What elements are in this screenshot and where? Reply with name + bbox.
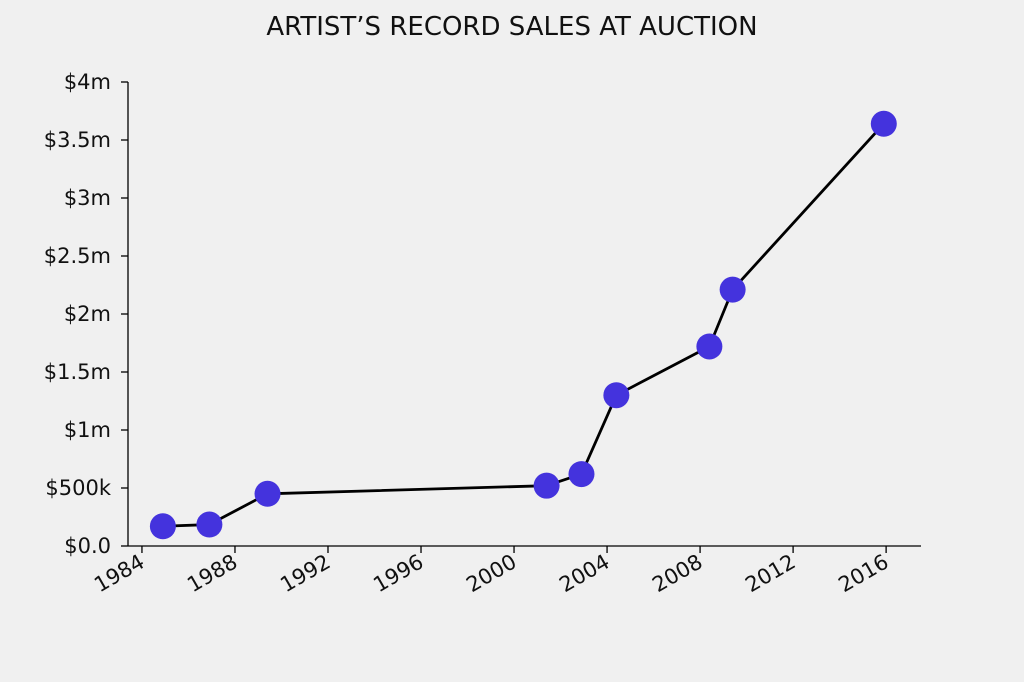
- data-point: [870, 110, 897, 137]
- y-tick-label: $2.5m: [44, 244, 111, 268]
- y-tick-label: $3.5m: [44, 128, 111, 152]
- x-tick-label: 1992: [276, 550, 334, 598]
- y-tick-label: $2m: [64, 302, 111, 326]
- axes: [127, 82, 921, 547]
- y-tick-label: $1.5m: [44, 360, 111, 384]
- x-tick-label: 2008: [648, 550, 706, 598]
- y-tick-label: $3m: [64, 186, 111, 210]
- y-tick-label: $4m: [64, 70, 111, 94]
- x-tick-label: 2012: [741, 550, 799, 598]
- data-point: [254, 480, 281, 507]
- data-point: [196, 511, 223, 538]
- markers-group: [149, 110, 897, 540]
- x-tick-label: 1996: [369, 550, 427, 598]
- y-tick-label: $1m: [64, 418, 111, 442]
- x-tick-label: 2016: [834, 550, 892, 598]
- data-point: [603, 382, 630, 409]
- chart-title: ARTIST’S RECORD SALES AT AUCTION: [266, 12, 757, 42]
- x-tick-label: 2000: [462, 550, 520, 598]
- data-point: [568, 461, 595, 488]
- data-point: [719, 276, 746, 303]
- y-tick-label: $0.0: [64, 534, 111, 558]
- data-point: [149, 513, 176, 540]
- x-tick-label: 1988: [183, 550, 241, 598]
- series-line: [162, 122, 885, 528]
- data-point: [533, 472, 560, 499]
- data-point: [696, 333, 723, 360]
- x-tick-label: 2004: [555, 550, 613, 598]
- y-tick-label: $500k: [45, 476, 111, 500]
- series-line-group: [162, 122, 885, 528]
